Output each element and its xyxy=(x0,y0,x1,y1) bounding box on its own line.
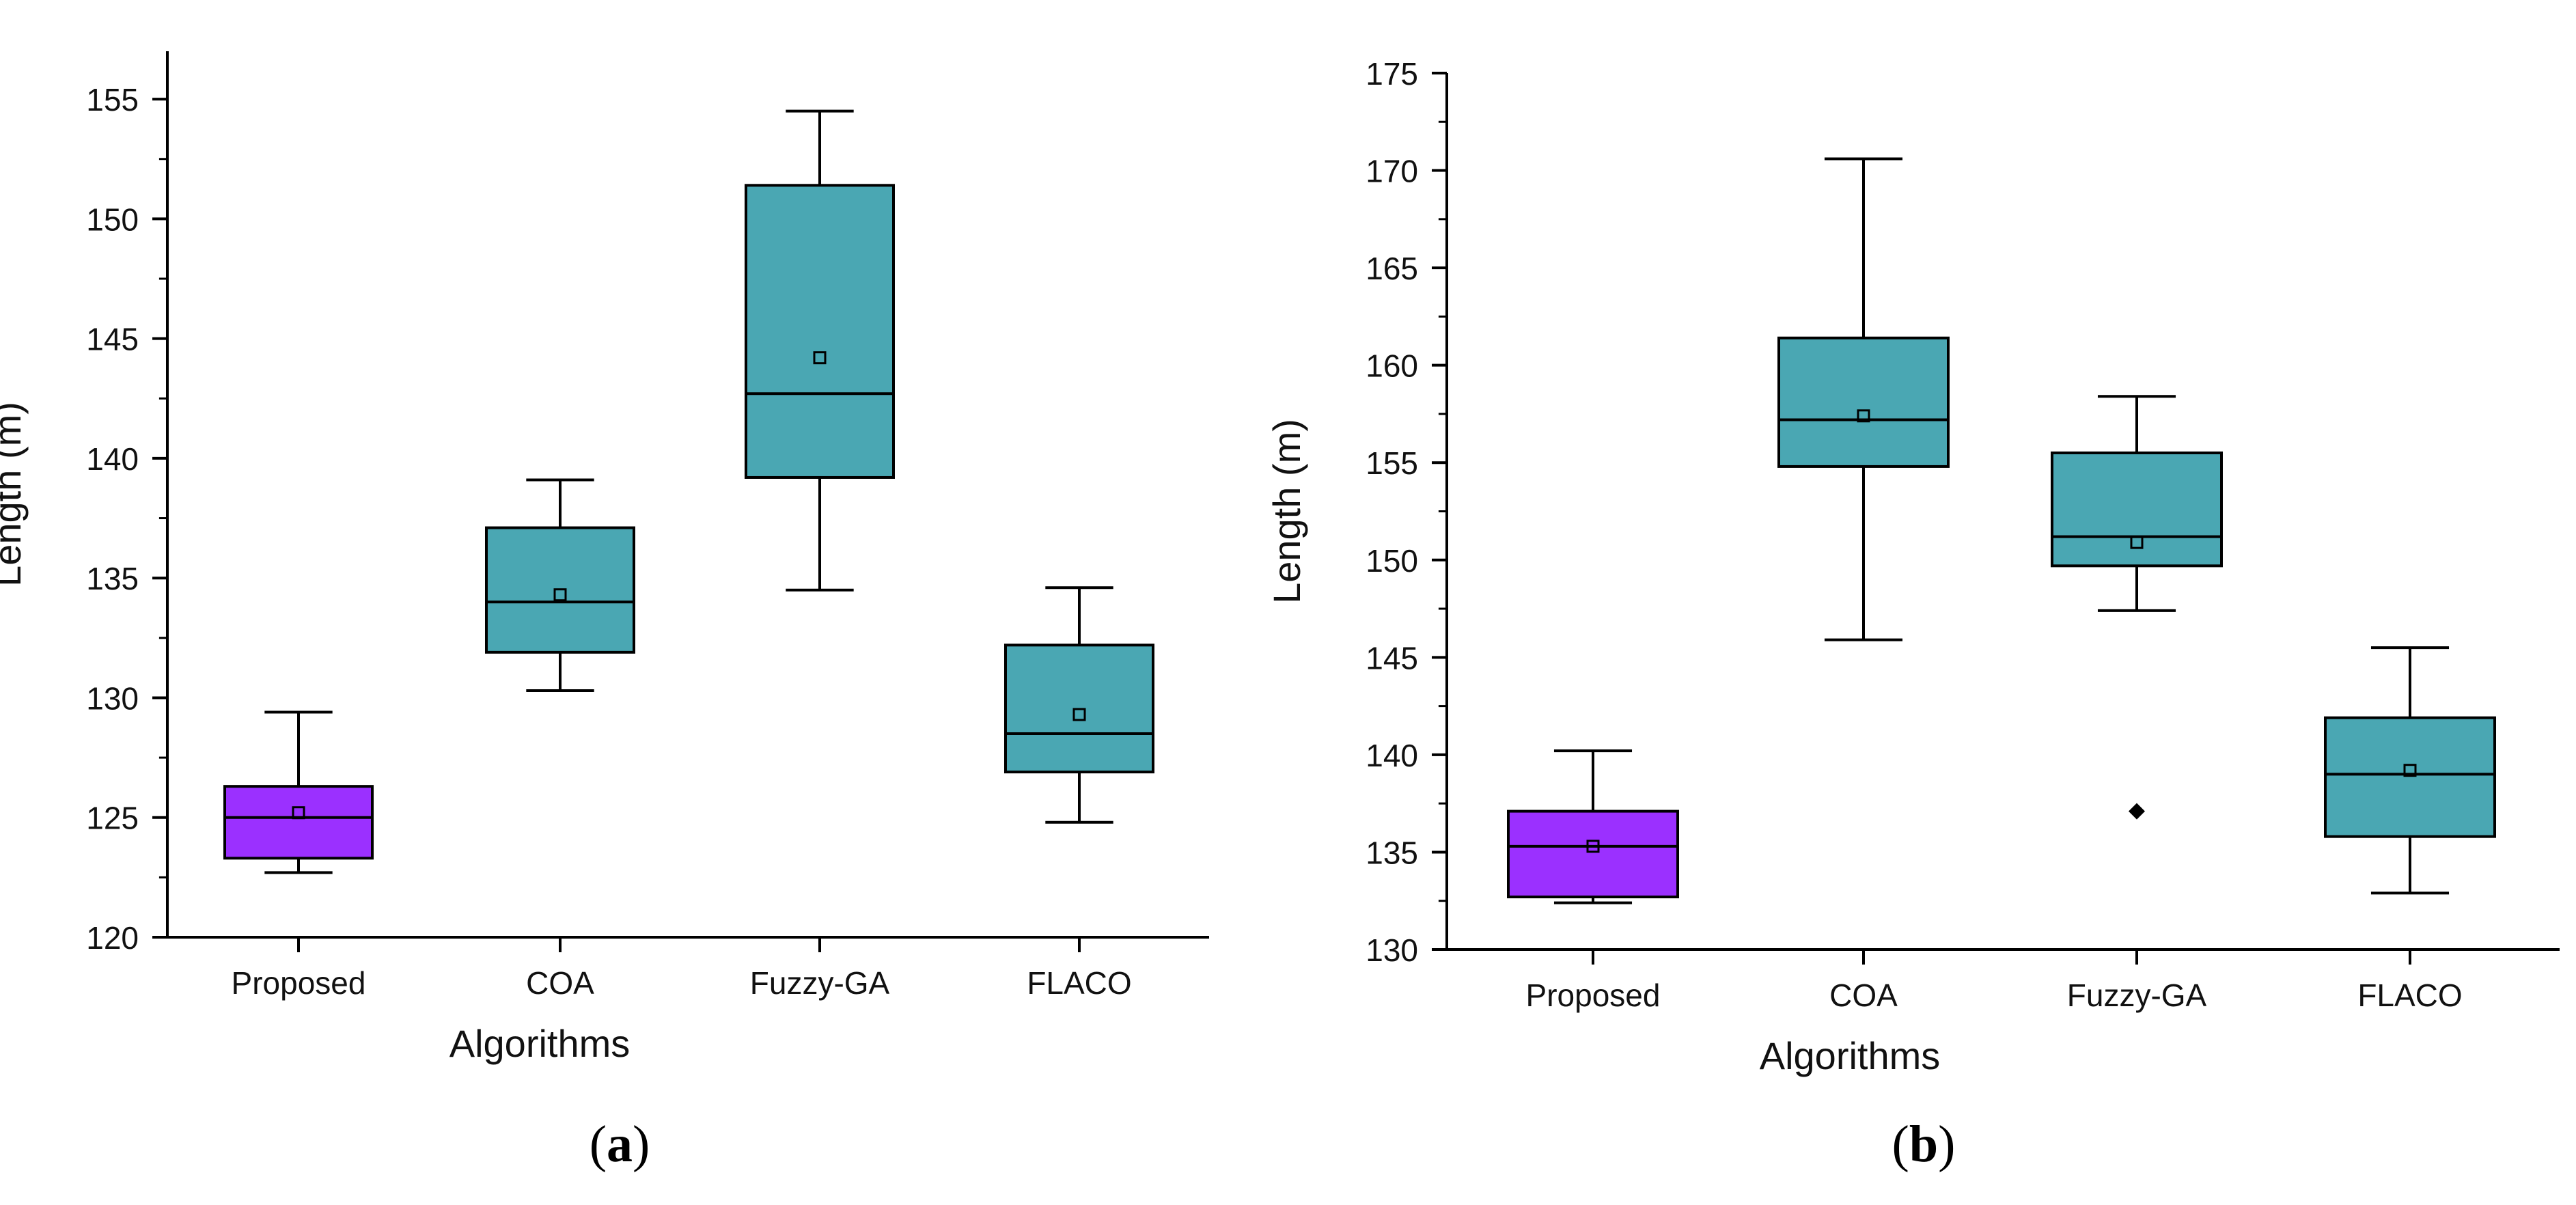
box-flaco xyxy=(2324,646,2496,895)
box-proposed xyxy=(1507,749,1679,904)
y-axis-title: Length (m) xyxy=(0,402,29,587)
mean-marker xyxy=(2130,536,2144,549)
iqr-box xyxy=(745,184,895,479)
iqr-box xyxy=(1004,643,1154,774)
mean-marker xyxy=(2403,764,2417,777)
y-tick-label: 135 xyxy=(1366,835,1418,870)
box-proposed xyxy=(223,710,374,874)
y-tick-label: 165 xyxy=(1366,251,1418,286)
mean-marker xyxy=(1857,409,1870,423)
outlier-point xyxy=(2129,803,2145,820)
iqr-box xyxy=(1507,809,1679,899)
panel-label-b: (b) xyxy=(1892,1116,1956,1173)
chart-b: 130 135 140 145 150 155 160 165 170 175 Length (m)… xyxy=(1265,56,2560,1077)
iqr-box xyxy=(2324,716,2496,838)
x-axis-title: Algorithms xyxy=(449,1022,631,1065)
mean-marker xyxy=(813,351,827,365)
x-tick-label: Fuzzy-GA xyxy=(750,965,890,1001)
x-tick-label: COA xyxy=(526,965,594,1001)
y-tick-label: 145 xyxy=(1366,640,1418,676)
y-axis-title: Length (m) xyxy=(1265,419,1308,604)
box-fuzzy-ga xyxy=(2051,395,2223,820)
y-tick-label: 160 xyxy=(1366,348,1418,384)
y-tick-label: 150 xyxy=(1366,543,1418,579)
y-tick-label: 140 xyxy=(1366,738,1418,773)
y-tick-label: 125 xyxy=(86,801,139,836)
y-tick-label: 140 xyxy=(86,441,139,477)
mean-marker xyxy=(553,588,567,602)
y-tick-label: 155 xyxy=(1366,445,1418,481)
x-tick-label: FLACO xyxy=(2357,978,2462,1013)
x-tick-label: FLACO xyxy=(1027,965,1131,1001)
y-tick-label: 135 xyxy=(86,561,139,596)
x-axis-title: Algorithms xyxy=(1760,1034,1941,1077)
iqr-box xyxy=(1777,336,1950,468)
iqr-box xyxy=(223,785,374,860)
box-flaco xyxy=(1004,586,1154,824)
panel-label-a: (a) xyxy=(590,1116,650,1173)
box-fuzzy-ga xyxy=(745,109,895,592)
y-tick-label: 155 xyxy=(86,82,139,117)
x-tick-label: COA xyxy=(1829,978,1898,1013)
y-tick-label: 150 xyxy=(86,202,139,237)
y-tick-label: 175 xyxy=(1366,56,1418,92)
y-tick-label: 130 xyxy=(86,680,139,716)
y-tick-label: 120 xyxy=(86,920,139,956)
y-tick-label: 130 xyxy=(1366,932,1418,968)
y-tick-label: 170 xyxy=(1366,154,1418,189)
x-tick-label: Fuzzy-GA xyxy=(2067,978,2207,1013)
x-tick-label: Proposed xyxy=(1526,978,1661,1013)
box-coa xyxy=(1777,157,1950,641)
chart-a: 120 125 130 135 140 145 150 155 Length (m) Algori… xyxy=(0,51,1209,1065)
box-coa xyxy=(485,478,635,692)
mean-marker xyxy=(1072,708,1086,721)
mean-marker xyxy=(292,806,305,820)
y-tick-label: 145 xyxy=(86,322,139,357)
x-tick-label: Proposed xyxy=(232,965,366,1001)
mean-marker xyxy=(1586,840,1600,853)
